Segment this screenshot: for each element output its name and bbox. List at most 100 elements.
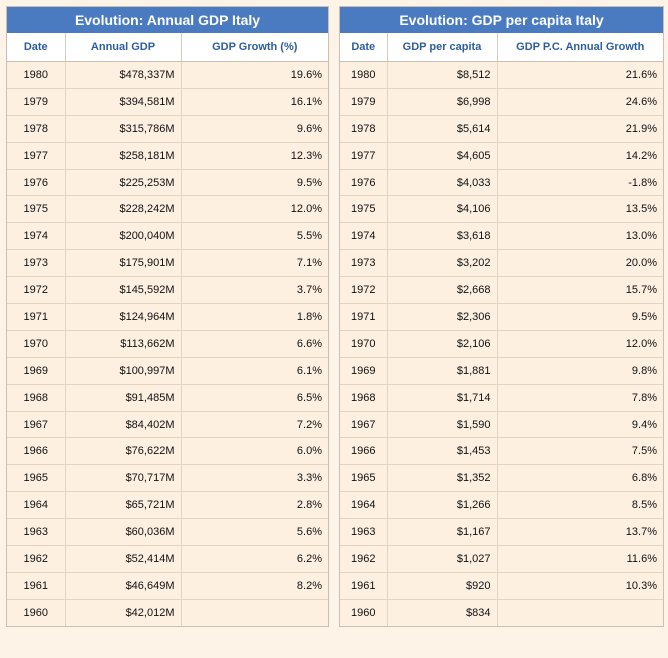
cell-gdp-per-capita: $1,266 [387,491,498,520]
cell-date: 1966 [7,437,66,466]
cell-gdp-pc-growth: 15.7% [497,276,663,305]
cell-date: 1961 [7,572,66,600]
cell-date: 1976 [340,169,388,197]
table-row: 1975 $228,242M 12.0% [7,195,328,224]
table-row: 1964 $65,721M 2.8% [7,491,328,520]
cell-gdp-pc-growth: 20.0% [497,249,663,278]
table-row: 1963 $1,167 13.7% [340,518,663,547]
table-row: 1977 $258,181M 12.3% [7,142,328,170]
cell-annual-gdp: $478,337M [65,61,182,89]
cell-gdp-growth: 6.5% [181,384,328,412]
cell-gdp-per-capita: $6,998 [387,88,498,116]
table-row: 1971 $124,964M 1.8% [7,303,328,331]
column-header-date[interactable]: Date [340,33,388,62]
cell-gdp-growth: 6.1% [181,357,328,385]
cell-gdp-pc-growth: 21.6% [497,61,663,89]
table-row: 1973 $175,901M 7.1% [7,249,328,278]
cell-annual-gdp: $145,592M [65,276,182,305]
gdp-per-capita-panel: Evolution: GDP per capita Italy Date GDP… [339,6,664,628]
cell-gdp-pc-growth: 6.8% [497,464,663,493]
cell-gdp-growth: 5.6% [181,518,328,547]
cell-annual-gdp: $394,581M [65,88,182,116]
cell-gdp-pc-growth: 14.2% [497,142,663,170]
cell-gdp-growth: 6.0% [181,437,328,466]
cell-gdp-pc-growth: 11.6% [497,545,663,573]
cell-gdp-per-capita: $920 [387,572,498,600]
cell-gdp-per-capita: $3,202 [387,249,498,278]
table-row: 1980 $8,512 21.6% [340,61,663,89]
cell-date: 1978 [7,115,66,143]
table-row: 1977 $4,605 14.2% [340,142,663,170]
cell-date: 1977 [340,142,388,170]
column-header-gdp-growth[interactable]: GDP Growth (%) [181,33,328,62]
cell-date: 1978 [340,115,388,143]
cell-date: 1970 [7,330,66,358]
cell-gdp-pc-growth: 12.0% [497,330,663,358]
cell-annual-gdp: $65,721M [65,491,182,520]
cell-gdp-growth [181,599,328,626]
cell-gdp-pc-growth: 9.4% [497,411,663,439]
table-row: 1976 $4,033 -1.8% [340,169,663,197]
gdp-per-capita-table: Date GDP per capita GDP P.C. Annual Grow… [340,33,663,627]
cell-date: 1961 [340,572,388,600]
table-row: 1974 $3,618 13.0% [340,222,663,251]
table-row: 1968 $91,485M 6.5% [7,384,328,412]
table-row: 1974 $200,040M 5.5% [7,222,328,251]
cell-annual-gdp: $70,717M [65,464,182,493]
table-row: 1972 $2,668 15.7% [340,276,663,305]
table-row: 1979 $6,998 24.6% [340,88,663,116]
table-row: 1960 $42,012M [7,599,328,627]
cell-gdp-pc-growth: 13.5% [497,195,663,224]
cell-gdp-growth: 1.8% [181,303,328,331]
table-row: 1966 $1,453 7.5% [340,437,663,466]
table-row: 1976 $225,253M 9.5% [7,169,328,197]
table-row: 1969 $100,997M 6.1% [7,357,328,385]
table-row: 1980 $478,337M 19.6% [7,61,328,89]
cell-annual-gdp: $225,253M [65,169,182,197]
annual-gdp-panel: Evolution: Annual GDP Italy Date Annual … [6,6,329,628]
table-header-row: Date GDP per capita GDP P.C. Annual Grow… [340,33,663,62]
column-header-date[interactable]: Date [7,33,66,62]
table-row: 1973 $3,202 20.0% [340,249,663,278]
table-row: 1975 $4,106 13.5% [340,195,663,224]
cell-date: 1973 [7,249,66,278]
column-header-gdp-pc-annual-growth[interactable]: GDP P.C. Annual Growth [497,33,663,62]
cell-date: 1980 [340,61,388,89]
cell-date: 1972 [340,276,388,305]
column-header-annual-gdp[interactable]: Annual GDP [65,33,182,62]
table-row: 1967 $84,402M 7.2% [7,411,328,439]
table-row: 1964 $1,266 8.5% [340,491,663,520]
cell-annual-gdp: $46,649M [65,572,182,600]
cell-annual-gdp: $52,414M [65,545,182,573]
cell-gdp-per-capita: $4,106 [387,195,498,224]
cell-date: 1967 [340,411,388,439]
cell-gdp-growth: 5.5% [181,222,328,251]
annual-gdp-table-body: 1980 $478,337M 19.6% 1979 $394,581M 16.1% 1978… [7,61,328,627]
cell-date: 1969 [7,357,66,385]
cell-gdp-growth: 9.5% [181,169,328,197]
cell-gdp-per-capita: $3,618 [387,222,498,251]
cell-gdp-pc-growth: 13.0% [497,222,663,251]
table-row: 1968 $1,714 7.8% [340,384,663,412]
gdp-per-capita-title: Evolution: GDP per capita Italy [340,7,663,33]
cell-date: 1975 [7,195,66,224]
cell-date: 1968 [340,384,388,412]
cell-annual-gdp: $100,997M [65,357,182,385]
cell-date: 1969 [340,357,388,385]
cell-gdp-per-capita: $1,453 [387,437,498,466]
cell-annual-gdp: $228,242M [65,195,182,224]
cell-gdp-per-capita: $5,614 [387,115,498,143]
cell-date: 1964 [7,491,66,520]
table-row: 1961 $920 10.3% [340,572,663,600]
cell-gdp-pc-growth: 8.5% [497,491,663,520]
table-row: 1970 $2,106 12.0% [340,330,663,358]
cell-date: 1973 [340,249,388,278]
cell-gdp-per-capita: $8,512 [387,61,498,89]
table-row: 1962 $52,414M 6.2% [7,545,328,573]
cell-date: 1977 [7,142,66,170]
cell-gdp-per-capita: $1,352 [387,464,498,493]
cell-date: 1975 [340,195,388,224]
column-header-gdp-per-capita[interactable]: GDP per capita [387,33,498,62]
cell-gdp-growth: 19.6% [181,61,328,89]
cell-date: 1966 [340,437,388,466]
